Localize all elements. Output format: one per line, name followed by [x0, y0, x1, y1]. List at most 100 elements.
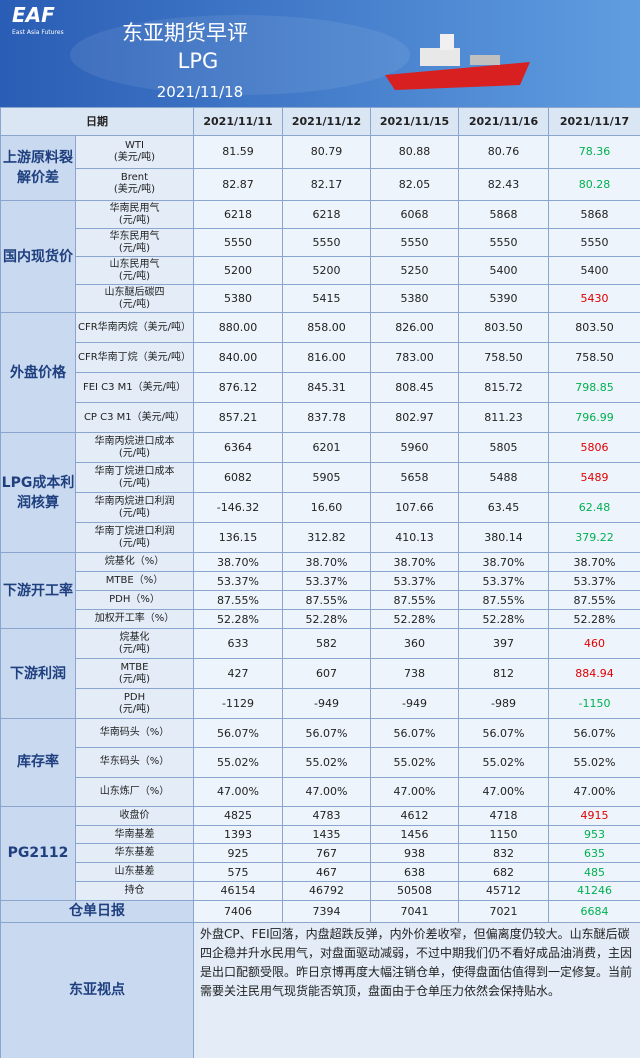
value: 50508: [370, 881, 459, 901]
value: 53.37%: [193, 571, 283, 591]
ship-hull: [385, 62, 530, 90]
value: 857.21: [193, 402, 283, 433]
value: 925: [193, 843, 283, 864]
value: 87.55%: [282, 590, 371, 610]
value: 80.79: [282, 135, 371, 169]
value: 5390: [458, 284, 549, 313]
value: 5550: [370, 228, 459, 257]
row-label: 山东基差: [75, 862, 194, 883]
value: 1435: [282, 824, 371, 845]
value: 6201: [282, 432, 371, 463]
value: 812: [458, 658, 549, 689]
row-label: 华南丁烷进口利润 (元/吨): [75, 522, 194, 553]
value: 47.00%: [370, 776, 459, 807]
value: 4612: [370, 805, 459, 826]
value: 47.00%: [282, 776, 371, 807]
data-row: 华南丁烷进口利润 (元/吨) 136.15 312.82 410.13 380.14 37…: [1, 522, 640, 553]
value: 5960: [370, 432, 459, 463]
value: 52.28%: [370, 609, 459, 629]
value: 607: [282, 658, 371, 689]
row-label: MTBE (元/吨): [75, 658, 194, 689]
data-row: LPG成本利润核算 华南丙烷进口成本 (元/吨) 6364 6201 5960 5805 5…: [0, 432, 640, 553]
value: 87.55%: [458, 590, 549, 610]
value: 82.17: [282, 167, 371, 201]
data-row: 加权开工率（%） 52.28% 52.28% 52.28% 52.28% 52.28%: [1, 609, 640, 629]
value: 633: [193, 628, 283, 659]
date: 2021/11/17: [548, 107, 640, 136]
value: 360: [370, 628, 459, 659]
value: 5550: [193, 228, 283, 257]
value: 80.88: [370, 135, 459, 169]
value: 1150: [458, 824, 549, 845]
value: 52.28%: [282, 609, 371, 629]
date: 2021/11/18: [157, 83, 243, 101]
value: -949: [282, 688, 371, 719]
value: 38.70%: [193, 552, 283, 572]
value: 5868: [548, 200, 640, 229]
value: 53.37%: [370, 571, 459, 591]
row-label: 华南民用气 (元/吨): [75, 200, 194, 229]
value: 53.37%: [282, 571, 371, 591]
data-row: PG2112 收盘价 4825 4783 4612 4718 4915: [0, 805, 640, 901]
value: 758.50: [548, 342, 640, 373]
group-name: 国内现货价: [0, 200, 76, 313]
value: 840.00: [193, 342, 283, 373]
value: 5380: [193, 284, 283, 313]
data-row: 华南基差 1393 1435 1456 1150 953: [1, 824, 640, 845]
value: 55.02%: [548, 747, 640, 778]
value: 38.70%: [548, 552, 640, 572]
value: 380.14: [458, 522, 549, 553]
row-label: 华南码头（%）: [75, 717, 194, 749]
row-label: MTBE（%）: [75, 571, 194, 591]
value: 397: [458, 628, 549, 659]
value: 7041: [370, 899, 459, 923]
value: 16.60: [282, 492, 371, 523]
row-label: CP C3 M1（美元/吨）: [75, 402, 194, 433]
date: 2021/11/12: [282, 107, 371, 136]
value: 82.05: [370, 167, 459, 201]
row-label: 山东民用气 (元/吨): [75, 256, 194, 285]
value: 5550: [548, 228, 640, 257]
row-label: 山东炼厂（%）: [75, 776, 194, 807]
value: 5658: [370, 462, 459, 493]
value: 136.15: [193, 522, 283, 553]
value: 47.00%: [548, 776, 640, 807]
value: 63.45: [458, 492, 549, 523]
value: 5806: [548, 432, 640, 463]
value: 876.12: [193, 372, 283, 403]
value: 5250: [370, 256, 459, 285]
data-row: 山东炼厂（%） 47.00% 47.00% 47.00% 47.00% 47.00%: [1, 776, 640, 807]
value: 56.07%: [548, 717, 640, 749]
warehouse-row: 仓单日报 7406 7394 7041 7021 6684: [0, 899, 640, 923]
value: 832: [458, 843, 549, 864]
value: 858.00: [282, 312, 371, 343]
row-label: PDH (元/吨): [75, 688, 194, 719]
date-label: 日期: [0, 107, 194, 136]
value: 4915: [548, 805, 640, 826]
value: 5489: [548, 462, 640, 493]
value: 379.22: [548, 522, 640, 553]
row-label: 持仓: [75, 881, 194, 901]
value: 5430: [548, 284, 640, 313]
value: 4783: [282, 805, 371, 826]
group-name: 库存率: [0, 718, 76, 807]
value: 845.31: [282, 372, 371, 403]
group-name: 上游原料裂解价差: [0, 135, 76, 201]
data-row: 山东醚后碳四 (元/吨) 5380 5415 5380 5390 5430: [1, 284, 640, 313]
value: 953: [548, 824, 640, 845]
header-row: 日期 2021/11/11 2021/11/12 2021/11/15 2021/11/…: [0, 107, 640, 136]
value: -146.32: [193, 492, 283, 523]
group-name: PG2112: [0, 805, 76, 901]
value: 55.02%: [458, 747, 549, 778]
value: 82.43: [458, 167, 549, 201]
value: 46154: [193, 881, 283, 901]
value: 312.82: [282, 522, 371, 553]
row-label: PDH（%）: [75, 590, 194, 610]
value: 52.28%: [548, 609, 640, 629]
row-label: 华东码头（%）: [75, 747, 194, 778]
data-row: 华南丙烷进口利润 (元/吨) -146.32 16.60 107.66 63.45 62.…: [1, 492, 640, 523]
value: 460: [548, 628, 640, 659]
value: 837.78: [282, 402, 371, 433]
data-row: CFR华南丁烷（美元/吨） 840.00 816.00 783.00 758.50 758…: [1, 342, 640, 373]
data-row: 库存率 华南码头（%） 56.07% 56.07% 56.07% 56.07% 56.07%: [0, 717, 640, 807]
